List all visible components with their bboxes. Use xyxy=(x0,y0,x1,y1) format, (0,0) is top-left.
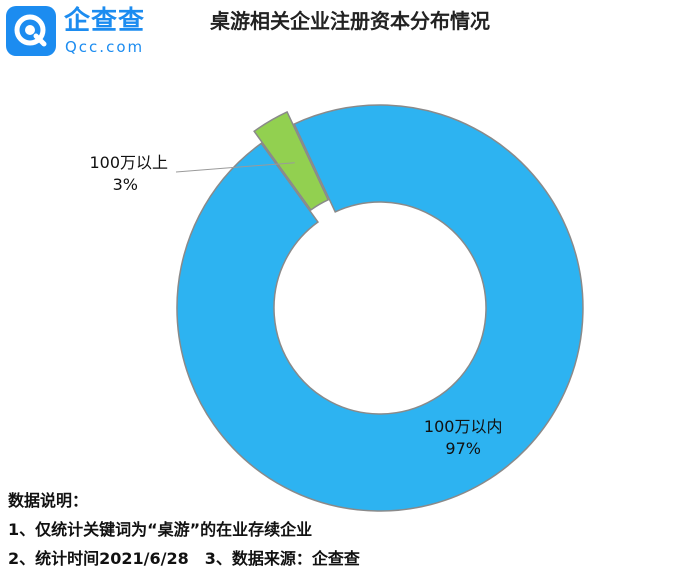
notes-item-2: 2、统计时间2021/6/28 xyxy=(8,549,189,568)
slice-value-label-0: 97% xyxy=(445,439,481,458)
notes: 数据说明： 1、仅统计关键词为“桌游”的在业存续企业 2、统计时间2021/6/… xyxy=(8,486,376,572)
notes-item-3: 3、数据来源：企查查 xyxy=(204,549,360,568)
slice-1 xyxy=(253,110,330,211)
qcc-logo-icon xyxy=(6,6,56,56)
slice-value-label-1: 3% xyxy=(113,175,138,194)
slice-name-label-1: 100万以上 xyxy=(89,153,168,172)
chart-title: 桌游相关企业注册资本分布情况 xyxy=(210,9,490,33)
slice-name-label-0: 100万以内 xyxy=(424,417,503,436)
slice-0 xyxy=(176,104,584,512)
notes-item-1: 1、仅统计关键词为“桌游”的在业存续企业 xyxy=(8,520,313,539)
leader-line-1 xyxy=(175,162,295,173)
qcc-logo: 企查查 Qcc.com xyxy=(6,6,156,56)
notes-line-2: 2、统计时间2021/6/28 3、数据来源：企查查 xyxy=(8,544,376,572)
logo-name: 企查查 xyxy=(64,6,146,36)
logo-domain: Qcc.com xyxy=(65,38,145,56)
notes-heading: 数据说明： xyxy=(8,491,89,510)
